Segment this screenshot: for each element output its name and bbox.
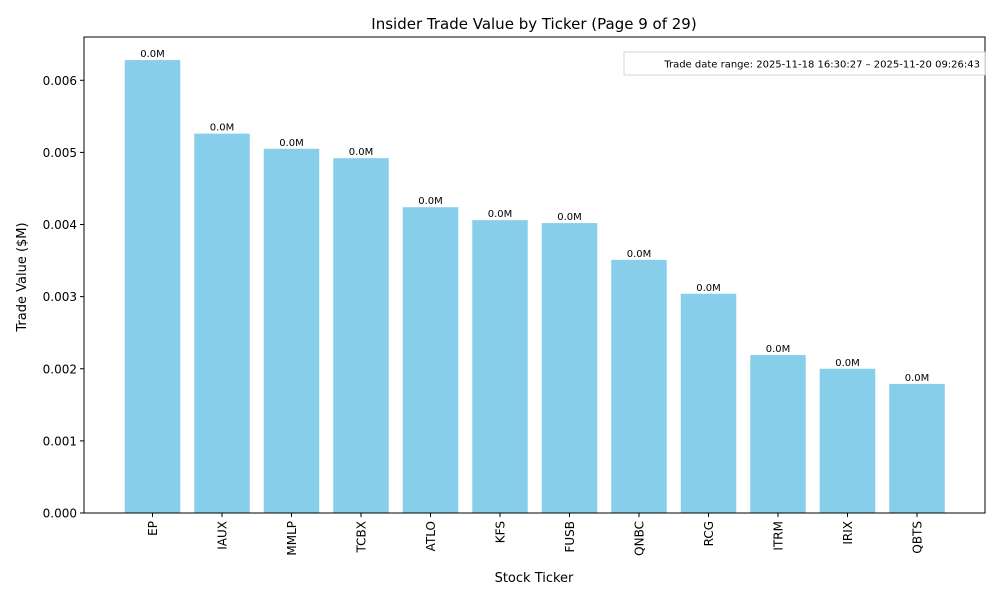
x-axis-label: Stock Ticker xyxy=(495,571,574,586)
data-label: 0.0M xyxy=(140,49,165,60)
date-range-annotation: Trade date range: 2025-11-18 16:30:27 – … xyxy=(663,60,980,71)
x-tick-label: MMLP xyxy=(285,521,299,556)
bar-qnbc xyxy=(611,259,667,513)
plot-frame xyxy=(83,36,986,514)
chart-title: Insider Trade Value by Ticker (Page 9 of… xyxy=(371,15,696,33)
y-tick-label: 0.002 xyxy=(43,362,77,376)
data-label: 0.0M xyxy=(349,147,374,158)
x-tick-label: ITRM xyxy=(772,521,786,551)
bar-iaux xyxy=(194,133,250,513)
bar-fusb xyxy=(541,223,598,513)
x-tick-label: IRIX xyxy=(841,521,855,545)
x-tick-label: FUSB xyxy=(563,521,577,553)
bar-qbts xyxy=(889,383,945,513)
x-tick-label: QBTS xyxy=(911,521,925,554)
x-axis: EP IAUX MMLP TCBX ATLO KFS FUSB QNBC RCG ITRM IRIX… xyxy=(146,513,925,556)
bar-ep xyxy=(124,60,181,513)
y-tick-label: 0.003 xyxy=(43,290,77,304)
bar-tcbx xyxy=(333,158,389,513)
x-tick-label: QNBC xyxy=(633,521,647,556)
data-label: 0.0M xyxy=(418,196,443,207)
data-label: 0.0M xyxy=(488,209,513,220)
data-label: 0.0M xyxy=(905,373,930,384)
annotation-box xyxy=(623,51,986,76)
x-tick-label: TCBX xyxy=(355,521,369,553)
x-tick-label: KFS xyxy=(494,521,508,543)
x-tick-label: RCG xyxy=(702,521,716,546)
bar-irix xyxy=(819,368,876,513)
y-tick-label: 0.006 xyxy=(43,74,77,88)
x-tick-label: ATLO xyxy=(424,521,438,551)
data-label: 0.0M xyxy=(210,123,235,134)
y-tick-label: 0.004 xyxy=(43,218,77,232)
y-tick-label: 0.005 xyxy=(43,146,77,160)
y-axis-label: Trade Value ($M) xyxy=(15,222,30,332)
data-labels-layer: 0.0M 0.0M 0.0M 0.0M 0.0M 0.0M 0.0M 0.0M 0.0M 0.0M… xyxy=(140,49,929,384)
bar-kfs xyxy=(472,220,528,514)
x-tick-label: IAUX xyxy=(216,521,230,550)
bar-atlo xyxy=(402,207,459,513)
x-tick-label: EP xyxy=(146,521,160,536)
bar-mmlp xyxy=(263,148,320,513)
data-label: 0.0M xyxy=(279,138,304,149)
bar-rcg xyxy=(680,293,737,513)
data-label: 0.0M xyxy=(627,249,652,260)
data-label: 0.0M xyxy=(766,344,791,355)
data-label: 0.0M xyxy=(835,358,860,369)
bar-itrm xyxy=(750,355,806,513)
bars-layer xyxy=(124,60,945,514)
data-label: 0.0M xyxy=(557,212,582,223)
y-axis: 0.000 0.001 0.002 0.003 0.004 0.005 0.006 xyxy=(43,74,84,521)
data-label: 0.0M xyxy=(696,283,721,294)
y-tick-label: 0.000 xyxy=(43,507,77,521)
y-tick-label: 0.001 xyxy=(43,434,77,448)
